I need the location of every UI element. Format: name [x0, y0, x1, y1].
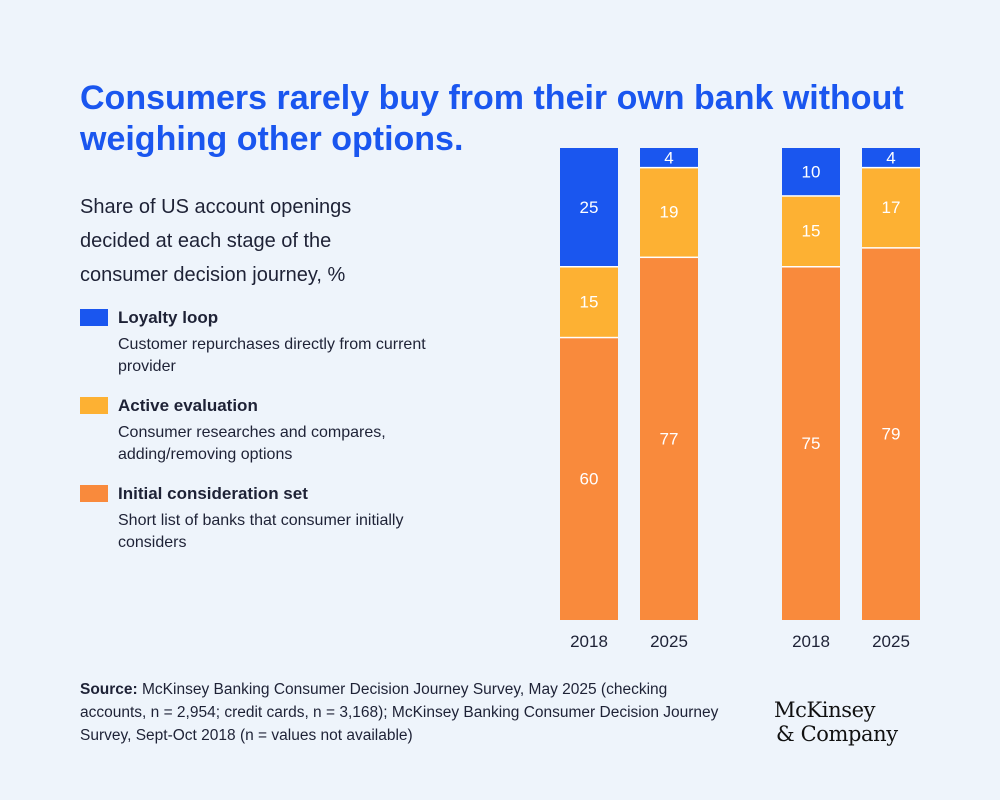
legend-desc-loyalty-loop: Customer repurchases directly from curre… — [118, 336, 426, 375]
bar-segment-2-2025-loyalty-loop — [862, 148, 920, 167]
source-label: Source: — [80, 681, 138, 698]
segment-divider — [862, 165, 920, 169]
legend-swatch-active-evaluation — [80, 397, 108, 414]
bar-segment-2-2018-active-evaluation — [782, 195, 840, 266]
logo-line-2: & Company — [776, 722, 898, 746]
legend-item-loyalty-loop: Loyalty loop Customer repurchases direct… — [80, 306, 460, 378]
stacked-bar-chart: 60 15 25 2018 77 19 4 2025 75 15 10 2018 79 17 4 2025 — [560, 148, 920, 651]
data-label: 25 — [580, 198, 599, 217]
legend-swatch-initial-consideration-set — [80, 485, 108, 502]
legend: Loyalty loop Customer repurchases direct… — [80, 306, 460, 554]
data-label: 4 — [886, 148, 895, 167]
x-tick-label: 2025 — [650, 632, 688, 651]
legend-label-loyalty-loop: Loyalty loop — [118, 308, 219, 327]
chart-title: Consumers rarely buy from their own bank… — [80, 79, 904, 158]
data-label: 10 — [802, 163, 821, 182]
legend-item-active-evaluation: Active evaluation Consumer researches an… — [80, 394, 460, 466]
bar-segment-1-2018-initial-consideration-set — [560, 336, 618, 620]
bar-segment-1-2025-initial-consideration-set — [640, 256, 698, 620]
legend-label-active-evaluation: Active evaluation — [118, 396, 258, 415]
data-label: 17 — [882, 198, 901, 217]
mckinsey-logo: McKinsey & Company — [774, 698, 898, 746]
source-text: McKinsey Banking Consumer Decision Journ… — [80, 681, 719, 744]
data-label: 77 — [660, 429, 679, 448]
bar-segment-2-2018-loyalty-loop — [782, 148, 840, 196]
legend-desc-active-evaluation: Consumer researches and compares, adding… — [118, 424, 386, 463]
bar-segment-1-2018-loyalty-loop — [560, 148, 618, 266]
bar-segment-1-2025-loyalty-loop — [640, 148, 698, 167]
legend-label-initial-consideration-set: Initial consideration set — [118, 484, 308, 503]
data-label: 60 — [580, 469, 599, 488]
data-label: 15 — [580, 292, 599, 311]
legend-swatch-loyalty-loop — [80, 309, 108, 326]
data-label: 75 — [802, 434, 821, 453]
logo-line-1: McKinsey — [774, 698, 876, 722]
x-tick-label: 2018 — [792, 632, 830, 651]
bar-segment-1-2025-active-evaluation — [640, 166, 698, 257]
x-tick-label: 2025 — [872, 632, 910, 651]
x-tick-label: 2018 — [570, 632, 608, 651]
data-label: 19 — [660, 203, 679, 222]
source-note: Source: McKinsey Banking Consumer Decisi… — [80, 678, 720, 747]
bar-segment-2-2018-initial-consideration-set — [782, 266, 840, 620]
legend-desc-initial-consideration-set: Short list of banks that consumer initia… — [118, 512, 404, 551]
data-label: 15 — [802, 222, 821, 241]
data-label: 4 — [664, 148, 673, 167]
chart-subtitle: Share of US account openings decided at … — [80, 196, 352, 286]
segment-divider — [640, 165, 698, 169]
legend-item-initial-consideration-set: Initial consideration set Short list of … — [80, 482, 460, 554]
bar-segment-2-2025-initial-consideration-set — [862, 247, 920, 620]
data-label: 79 — [882, 425, 901, 444]
bar-segment-1-2018-active-evaluation — [560, 266, 618, 337]
bar-segment-2-2025-active-evaluation — [862, 166, 920, 248]
